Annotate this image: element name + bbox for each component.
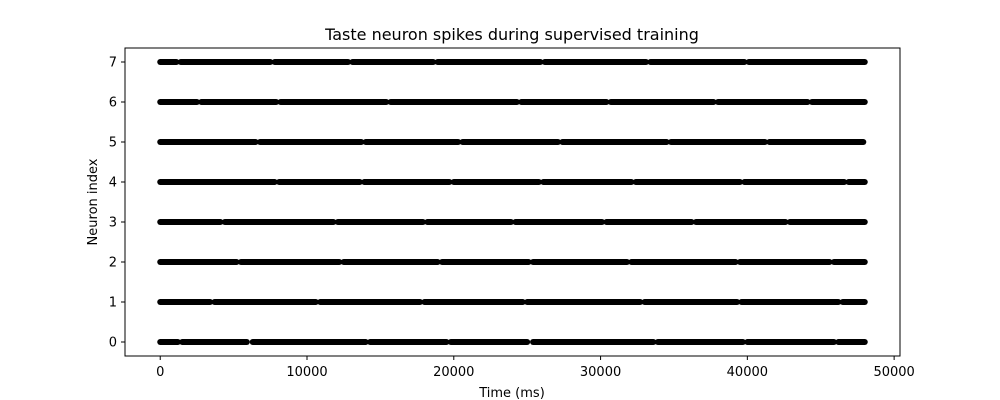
spike-marks: [157, 59, 868, 345]
chart-title: Taste neuron spikes during supervised tr…: [324, 25, 699, 44]
y-tick-label: 2: [109, 256, 117, 271]
x-tick-label: 10000: [286, 365, 327, 380]
y-tick-label: 1: [109, 296, 117, 311]
y-tick-label: 5: [109, 136, 117, 151]
y-tick-label: 7: [109, 56, 117, 71]
x-axis-label: Time (ms): [478, 386, 545, 400]
y-tick-label: 3: [109, 216, 117, 231]
y-tick-label: 6: [109, 96, 117, 111]
plot-frame: [124, 47, 901, 357]
y-tick-label: 4: [109, 176, 117, 191]
axis-ticks: 0 10000 20000 30000 40000 50000 0 1 2 3 4 5 6 7: [109, 56, 915, 381]
x-tick-label: 40000: [727, 365, 768, 380]
x-tick-label: 50000: [873, 365, 914, 380]
x-tick-label: 0: [156, 365, 164, 380]
x-tick-label: 20000: [433, 365, 474, 380]
x-tick-label: 30000: [580, 365, 621, 380]
y-axis-label: Neuron index: [86, 158, 101, 245]
y-tick-label: 0: [109, 336, 117, 351]
